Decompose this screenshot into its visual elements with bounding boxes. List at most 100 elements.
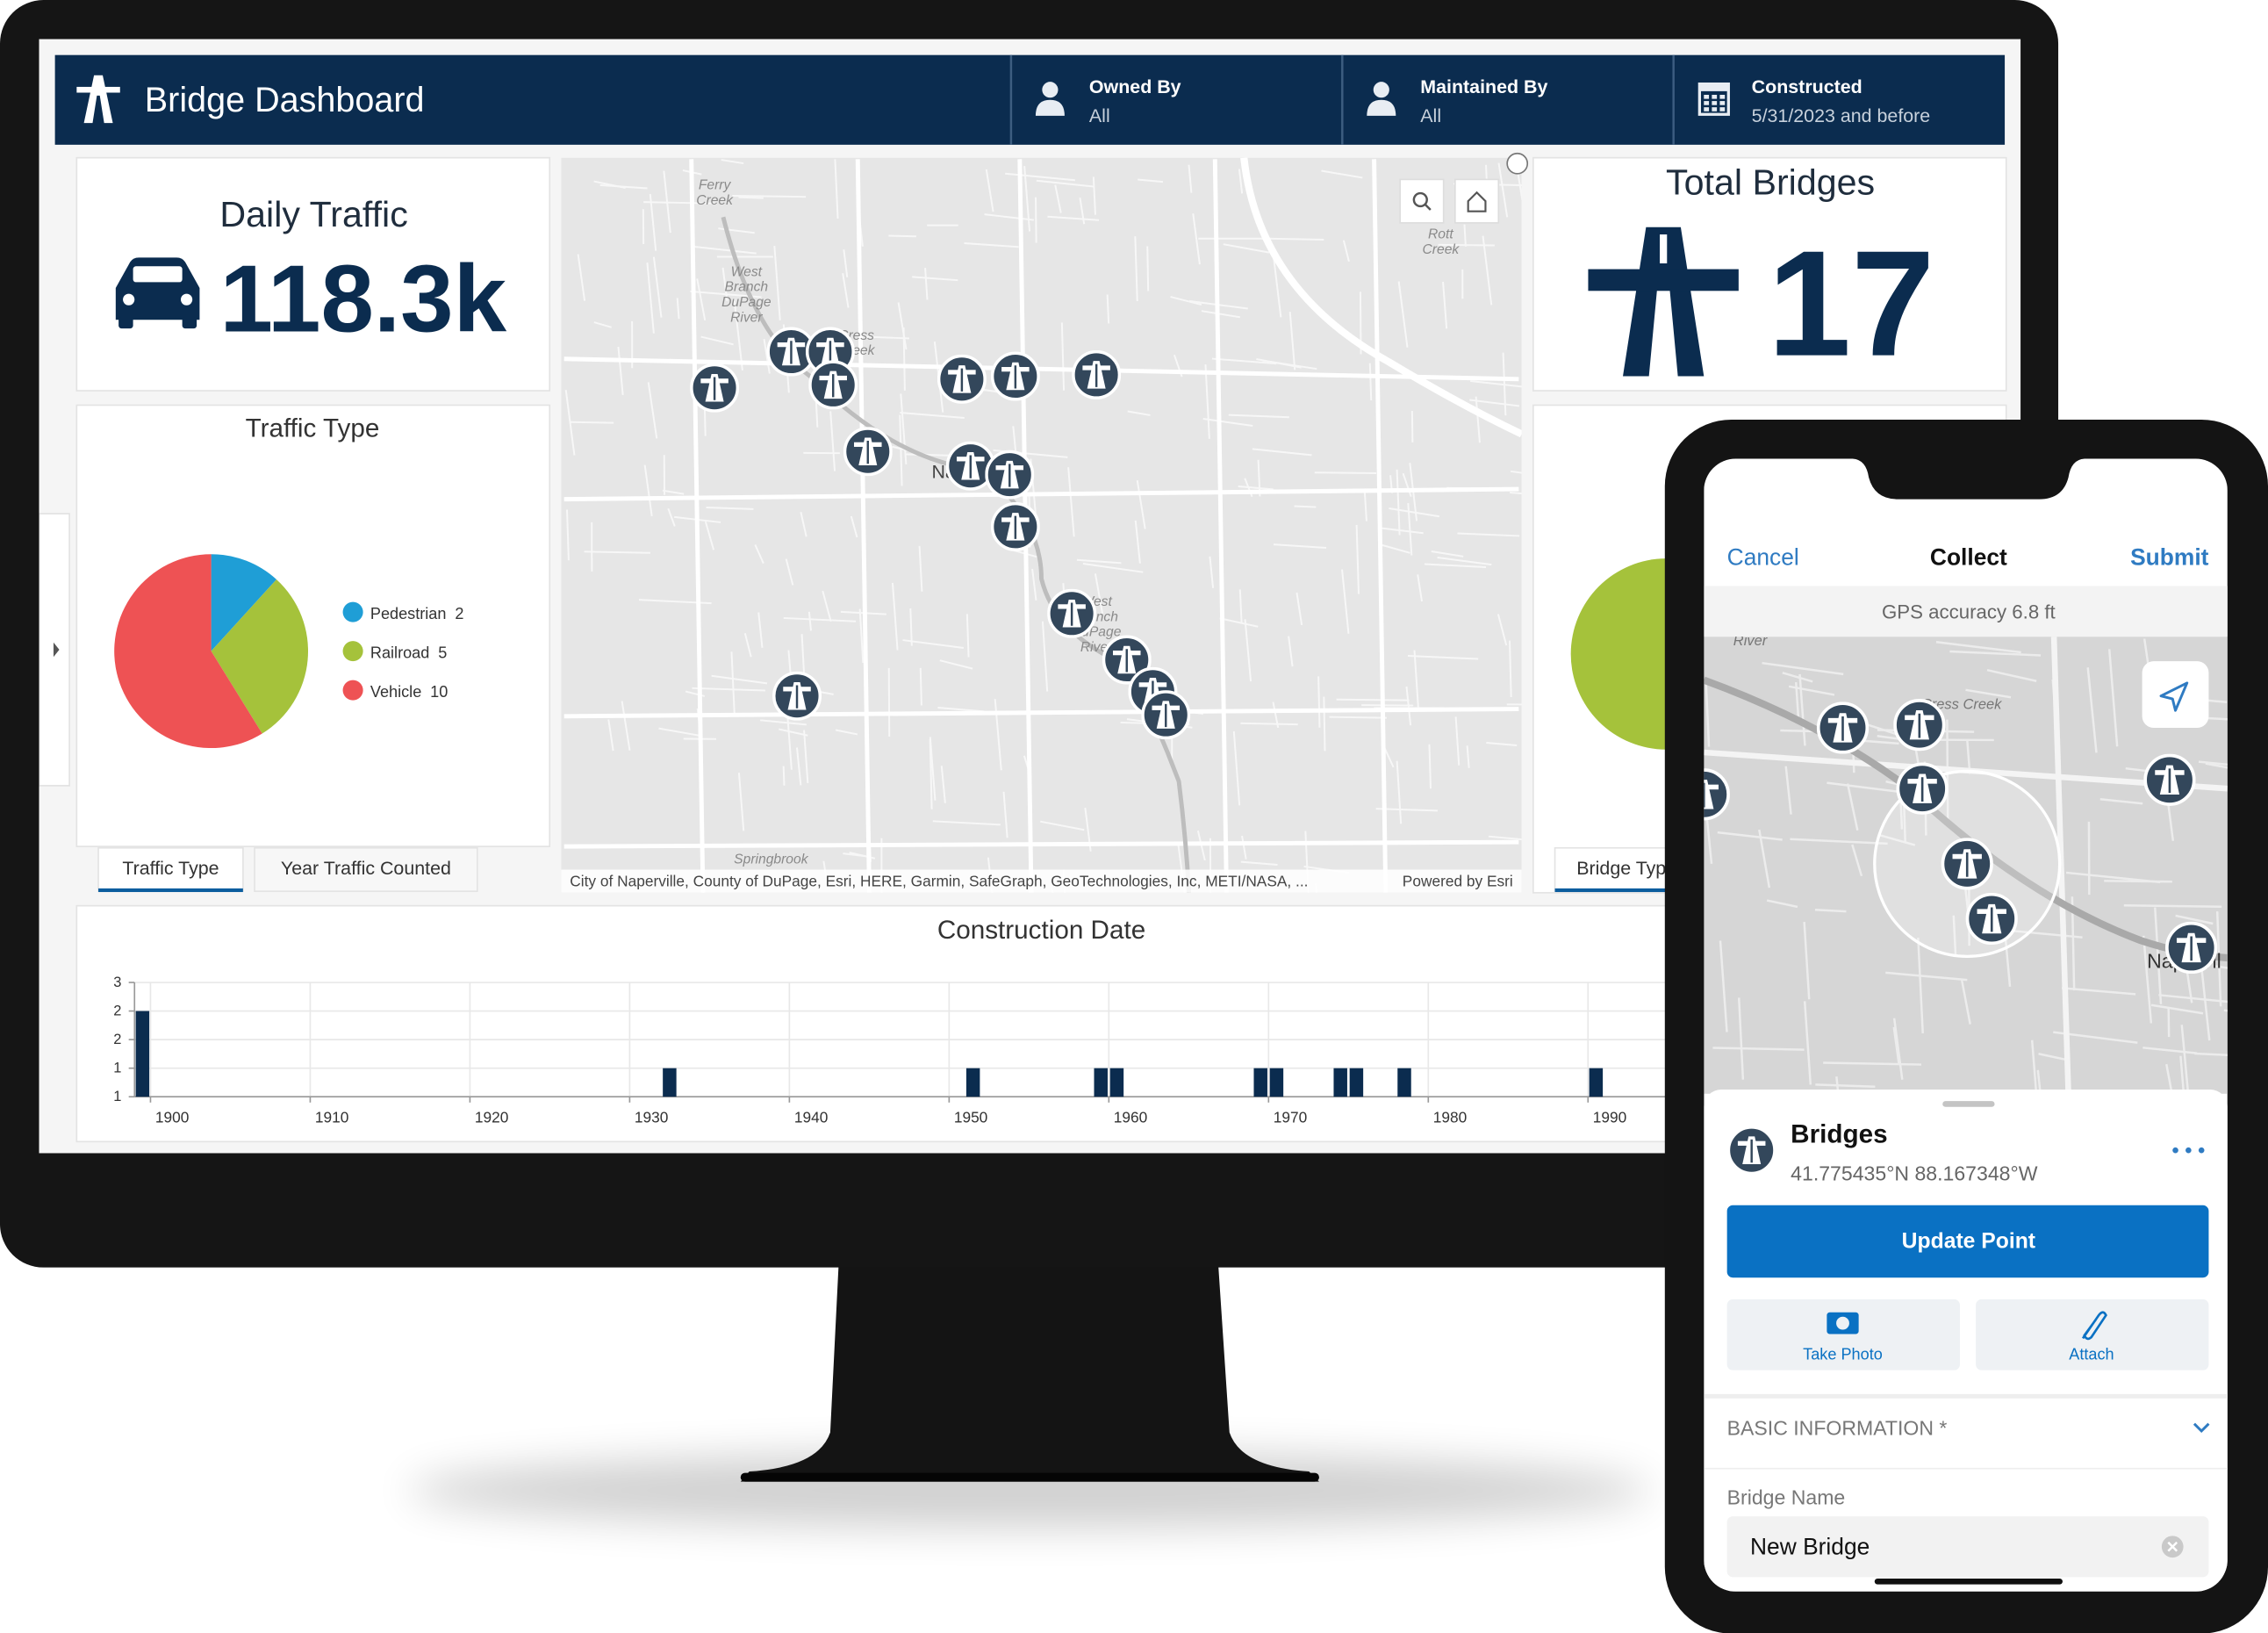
street xyxy=(711,674,768,685)
street xyxy=(1047,215,1100,221)
section-header[interactable]: BASIC INFORMATION * xyxy=(1727,1417,1948,1440)
street xyxy=(1134,236,1138,302)
map-button[interactable] xyxy=(1399,178,1445,224)
street xyxy=(1136,479,1146,529)
highway-road xyxy=(1623,227,1705,377)
map-label: Springbrook xyxy=(734,852,809,867)
calendar-cell xyxy=(1704,107,1710,112)
street xyxy=(2142,1047,2198,1054)
street xyxy=(700,335,734,346)
filter-value: All xyxy=(1089,105,1110,126)
street xyxy=(2123,904,2222,909)
calendar-cell xyxy=(1712,101,1718,105)
search-button[interactable] xyxy=(1399,178,1445,224)
legend-value: 5 xyxy=(438,644,447,661)
person-icon xyxy=(1035,82,1065,116)
street xyxy=(918,545,923,592)
major-road xyxy=(563,839,1519,849)
input-bg[interactable] xyxy=(1726,1516,2209,1578)
bar xyxy=(663,1068,677,1097)
street xyxy=(1314,471,1377,475)
street xyxy=(721,159,744,165)
tab-bg[interactable] xyxy=(254,846,478,893)
car-icon xyxy=(115,257,200,329)
action-bg[interactable] xyxy=(1726,1298,1960,1370)
field-label: Bridge Name xyxy=(1727,1486,1846,1509)
cancel-button[interactable]: Cancel xyxy=(1727,544,1799,571)
filter-hit[interactable] xyxy=(1342,55,1673,145)
bridge-marker xyxy=(772,671,822,721)
map-bg[interactable] xyxy=(561,157,1522,893)
street xyxy=(888,234,916,238)
legend-label: Railroad xyxy=(370,644,429,661)
filter-hit[interactable] xyxy=(1674,55,2005,145)
street xyxy=(902,639,965,649)
more-dot[interactable] xyxy=(2198,1147,2205,1154)
map-button[interactable] xyxy=(1454,178,1500,224)
dashboard-title: Bridge Dashboard xyxy=(145,81,425,119)
y-tick-label: 2 xyxy=(113,1004,121,1019)
street xyxy=(2205,762,2228,774)
map[interactable]: FerryCreekWestBranchDuPageRiverCressCree… xyxy=(561,157,1564,935)
street xyxy=(1134,520,1141,564)
street xyxy=(1417,574,1423,602)
update-button[interactable]: Update Point xyxy=(1726,1205,2209,1278)
home-button[interactable] xyxy=(1454,178,1500,224)
street xyxy=(1238,589,1243,623)
street xyxy=(1823,1061,1921,1066)
more-dot[interactable] xyxy=(2172,1147,2178,1154)
street xyxy=(737,773,745,831)
bar xyxy=(1397,1068,1411,1097)
search-handle xyxy=(1424,203,1432,211)
street xyxy=(1040,820,1085,831)
total-bridges-value: 17 xyxy=(1768,220,1935,388)
phone-notch xyxy=(1851,458,2086,500)
fullscreen-button[interactable] xyxy=(1506,152,1529,175)
street xyxy=(829,411,836,471)
filter-button[interactable]: Maintained By All xyxy=(1342,55,1673,145)
update-bg[interactable] xyxy=(1726,1205,2209,1278)
street xyxy=(647,382,658,439)
filter-label: Owned By xyxy=(1089,76,1181,97)
filter-hit[interactable] xyxy=(1011,55,1342,145)
action-button[interactable]: Take Photo xyxy=(1726,1298,1960,1370)
street xyxy=(835,729,858,736)
street xyxy=(1188,164,1193,193)
filter-button[interactable]: Owned By All xyxy=(1011,55,1342,145)
street xyxy=(599,183,648,190)
street xyxy=(1036,179,1095,188)
x-tick-label: 1990 xyxy=(1593,1108,1626,1126)
submit-button[interactable]: Submit xyxy=(2130,544,2209,571)
y-tick-label: 1 xyxy=(113,1089,121,1104)
filter-label: Maintained By xyxy=(1420,76,1547,97)
tab-label: Traffic Type xyxy=(122,858,219,879)
street xyxy=(1885,971,1968,982)
gps-accuracy: GPS accuracy 6.8 ft xyxy=(1882,601,2056,623)
input-value: New Bridge xyxy=(1750,1534,1870,1560)
street xyxy=(1949,650,2042,657)
street xyxy=(1094,573,1104,614)
filter-button[interactable]: Constructed 5/31/2023 and before xyxy=(1674,55,2005,145)
layer-icon xyxy=(1726,1126,1776,1176)
locate-bg[interactable] xyxy=(2142,661,2209,728)
bar xyxy=(1333,1068,1347,1097)
river xyxy=(721,216,1192,893)
locate-button[interactable] xyxy=(2142,661,2209,728)
bridge-name-input[interactable]: New Bridge xyxy=(1726,1516,2209,1578)
more-dot[interactable] xyxy=(2185,1147,2192,1154)
action-button[interactable]: Attach xyxy=(1976,1298,2209,1370)
street xyxy=(2165,1063,2177,1094)
tab[interactable]: Traffic Type xyxy=(97,846,244,893)
street xyxy=(564,390,576,456)
tab[interactable]: Year Traffic Counted xyxy=(254,846,478,893)
street xyxy=(1766,899,1798,909)
section-chevron[interactable] xyxy=(2193,1422,2210,1433)
street xyxy=(1397,281,1409,348)
map-powered-by: Powered by Esri xyxy=(1403,873,1513,890)
tab-bg[interactable] xyxy=(97,846,244,893)
bar xyxy=(1589,1068,1604,1097)
street xyxy=(1381,543,1410,554)
x-tick-label: 1980 xyxy=(1433,1108,1467,1126)
